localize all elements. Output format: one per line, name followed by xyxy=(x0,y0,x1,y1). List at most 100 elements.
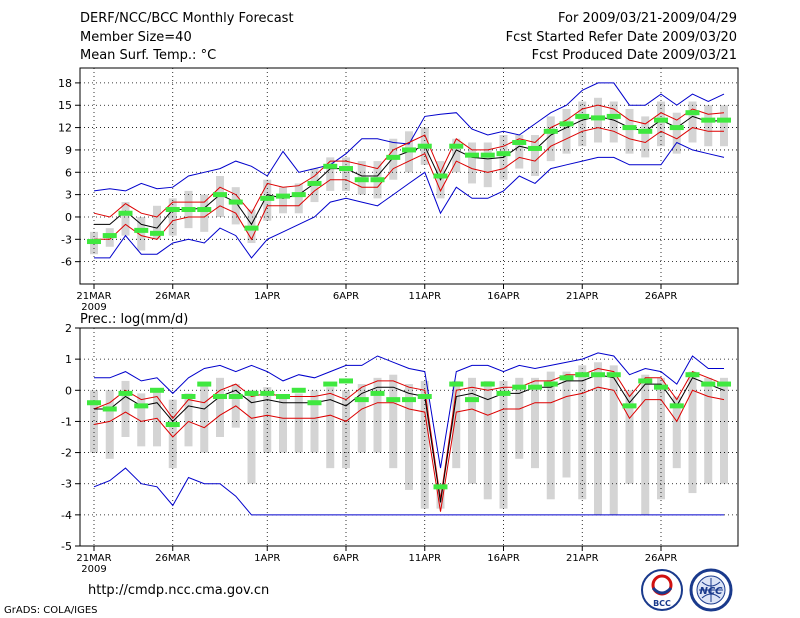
ensemble-box xyxy=(704,377,713,484)
median-mark xyxy=(87,400,101,406)
y-tick-label: 15 xyxy=(58,99,72,112)
median-mark xyxy=(402,397,416,403)
median-mark xyxy=(228,394,243,400)
median-mark xyxy=(701,381,716,387)
median-mark xyxy=(606,113,621,119)
median-mark xyxy=(370,177,385,183)
y-tick-label: 6 xyxy=(65,166,72,179)
y-tick-label: -2 xyxy=(61,447,72,460)
median-mark xyxy=(717,381,731,387)
produced-date-label: Fcst Produced Date 2009/03/21 xyxy=(531,48,737,63)
x-tick-label: 26APR xyxy=(645,291,678,302)
y-tick-label: 9 xyxy=(65,144,72,157)
panel-2: -5 -4 -3 -2 -1 0 1 2 21MAR 26MAR 1APR 6APR 11APR 16AP… xyxy=(61,312,739,575)
ensemble-box xyxy=(483,142,492,188)
median-mark xyxy=(417,394,432,400)
median-mark xyxy=(701,117,716,123)
median-mark xyxy=(654,384,668,390)
median-mark xyxy=(118,210,133,216)
median-mark xyxy=(417,143,432,149)
median-mark xyxy=(669,125,684,131)
bcc-logo-text: BCC xyxy=(653,599,671,608)
median-mark xyxy=(276,193,290,199)
envelope-min-line xyxy=(94,141,725,259)
y-tick-label: 2 xyxy=(65,322,72,335)
median-mark xyxy=(622,125,637,131)
forecast-period-label: For 2009/03/21-2009/04/29 xyxy=(558,11,737,26)
median-mark xyxy=(638,378,653,384)
median-mark xyxy=(433,173,448,179)
median-mark xyxy=(197,381,212,387)
median-mark xyxy=(323,381,338,387)
ensemble-box xyxy=(342,157,350,191)
median-mark xyxy=(449,143,464,149)
median-mark xyxy=(118,390,133,396)
median-mark xyxy=(291,192,306,198)
median-mark xyxy=(543,381,558,387)
x-tick-label: 26APR xyxy=(645,553,678,564)
ensemble-box xyxy=(357,384,366,453)
plot-frame xyxy=(79,327,739,547)
ensemble-box xyxy=(452,138,461,173)
median-mark xyxy=(197,207,212,213)
x-tick-label: 1APR xyxy=(254,291,280,302)
median-mark xyxy=(307,400,322,406)
median-mark xyxy=(685,110,700,116)
median-mark xyxy=(260,390,275,396)
ensemble-box xyxy=(373,377,382,453)
median-mark xyxy=(528,384,542,390)
median-mark xyxy=(165,422,180,428)
median-mark xyxy=(559,375,574,381)
range-max-line xyxy=(93,367,725,500)
median-mark xyxy=(402,147,416,153)
ncc-logo: NCC xyxy=(689,568,733,612)
median-mark xyxy=(150,387,164,393)
plot-frame xyxy=(79,67,739,285)
envelope-max-line xyxy=(93,82,725,192)
x-tick-label: 26MAR xyxy=(155,291,190,302)
x-tick-label: 16APR xyxy=(487,291,520,302)
y-tick-label: 12 xyxy=(58,122,72,135)
median-mark xyxy=(449,381,464,387)
median-mark xyxy=(87,239,101,245)
ensemble-box xyxy=(121,380,130,437)
ensemble-box xyxy=(405,384,413,490)
x-tick-label: 21MAR xyxy=(76,553,111,564)
y-tick-label: -3 xyxy=(61,233,72,246)
range-min-line xyxy=(93,386,725,512)
ensemble-box xyxy=(515,135,524,169)
median-mark xyxy=(528,145,542,151)
ensemble-box xyxy=(546,371,555,500)
source-url[interactable]: http://cmdp.ncc.cma.gov.cn xyxy=(88,583,270,598)
ensemble-box xyxy=(90,390,98,453)
median-mark xyxy=(134,227,149,233)
median-mark xyxy=(591,115,605,121)
ensemble-box xyxy=(153,205,161,240)
y-tick-label: 0 xyxy=(65,211,72,224)
ensemble-box xyxy=(105,390,114,459)
range-max-line xyxy=(93,104,725,218)
median-mark xyxy=(591,372,605,378)
x-tick-label: 11APR xyxy=(408,291,441,302)
median-mark xyxy=(386,397,401,403)
median-mark xyxy=(685,372,700,378)
y-tick-label: -6 xyxy=(61,256,72,269)
ensemble-box xyxy=(672,396,681,469)
median-mark xyxy=(370,390,385,396)
member-size-label: Member Size=40 xyxy=(80,30,192,45)
x-tick-label: 21APR xyxy=(566,291,599,302)
y-tick-label: -4 xyxy=(61,509,72,522)
bcc-logo: BCC xyxy=(641,569,683,611)
ensemble-box xyxy=(294,183,303,214)
ensemble-box xyxy=(720,105,728,147)
year-label: 2009 xyxy=(81,302,106,313)
y-tick-label: -5 xyxy=(61,540,72,553)
median-mark xyxy=(102,406,117,412)
median-mark xyxy=(134,403,149,409)
median-mark xyxy=(606,372,621,378)
ensemble-box xyxy=(657,377,665,500)
ensemble-box xyxy=(326,387,335,469)
ensemble-box xyxy=(531,135,539,176)
median-mark xyxy=(669,403,684,409)
